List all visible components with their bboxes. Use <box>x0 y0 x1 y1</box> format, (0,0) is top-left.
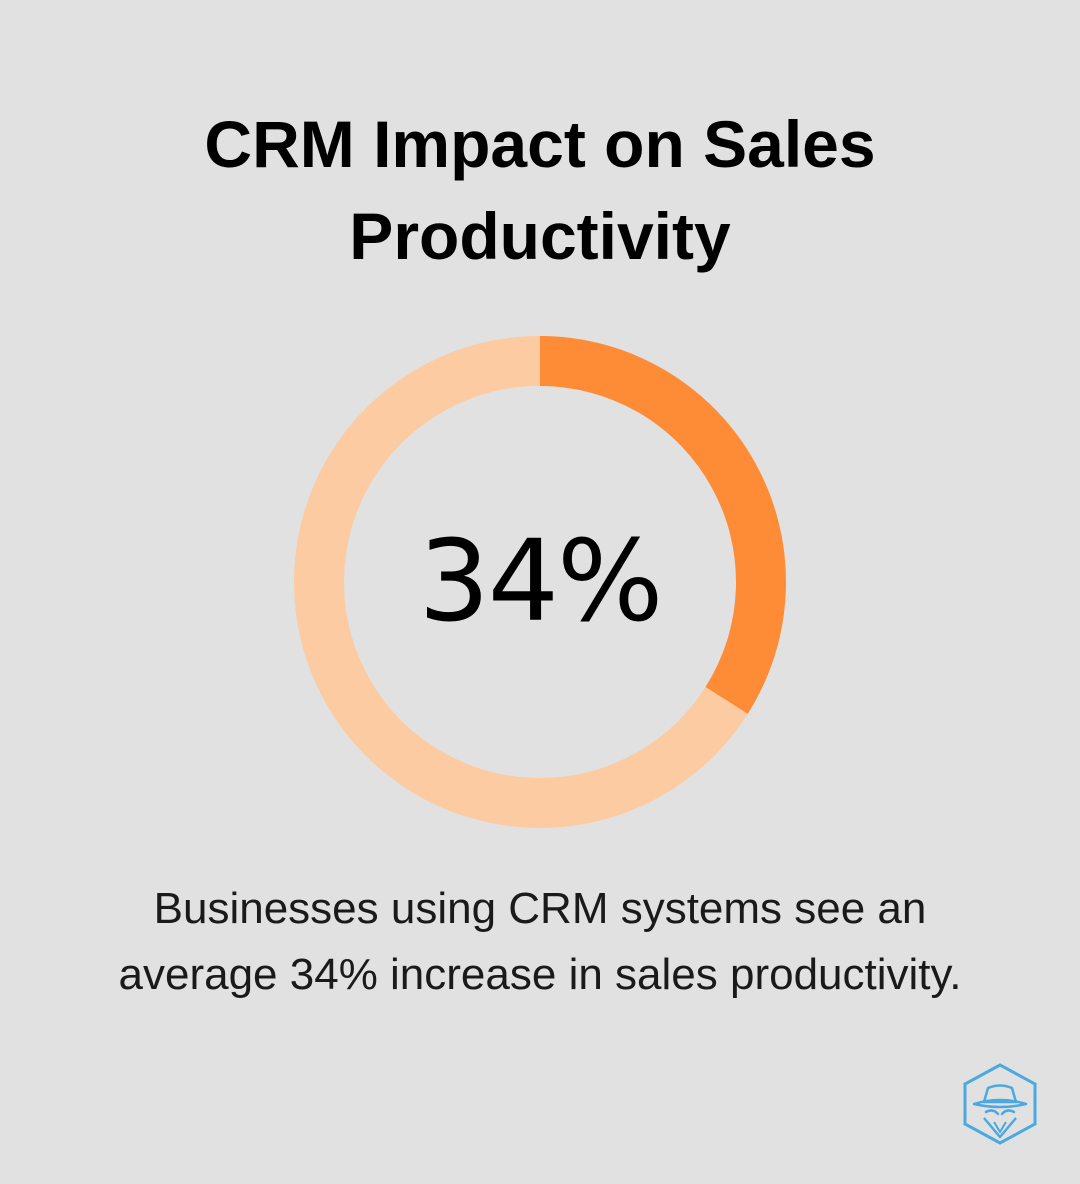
title-line-1: CRM Impact on Sales <box>204 107 876 181</box>
donut-slice-1 <box>539 336 786 714</box>
page-title: CRM Impact on Sales Productivity <box>0 98 1080 282</box>
donut-center-value: 34% <box>418 517 664 647</box>
title-line-2: Productivity <box>349 199 731 273</box>
donut-chart <box>294 336 786 828</box>
caption-line-2: average 34% increase in sales productivi… <box>118 950 962 999</box>
caption: Businesses using CRM systems see an aver… <box>0 876 1080 1008</box>
spy-hat-hexagon-icon <box>963 1063 1037 1145</box>
donut-slice-2 <box>294 336 748 828</box>
caption-line-1: Businesses using CRM systems see an <box>153 884 927 933</box>
